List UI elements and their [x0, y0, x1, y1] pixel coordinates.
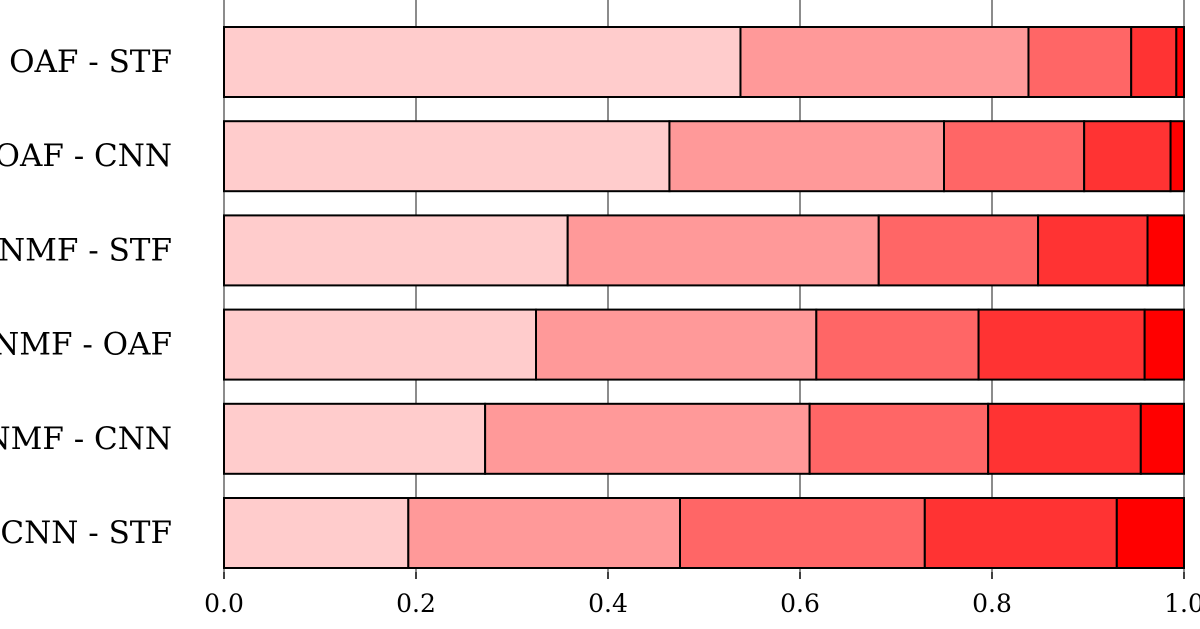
bar-segment-5-3 — [923, 497, 1118, 569]
bar-segment-0-2 — [1027, 26, 1133, 98]
bar-segment-5-4 — [1115, 497, 1186, 569]
x-tick-label-0: 0.0 — [204, 589, 244, 618]
bar-segment-2-3 — [1037, 214, 1149, 287]
bar-segment-0-4 — [1175, 26, 1185, 98]
x-tick-label-2: 0.4 — [588, 589, 628, 618]
bar-segment-4-2 — [808, 402, 990, 475]
x-axis: 0.0 0.2 0.4 0.6 0.8 1.0 — [204, 572, 1200, 618]
bar-segment-4-4 — [1139, 402, 1186, 475]
bar-segment-1-0 — [223, 120, 671, 193]
bar-segment-4-1 — [484, 402, 811, 475]
category-label-2: NMF - STF — [0, 232, 172, 268]
bar-segment-1-1 — [668, 120, 945, 193]
bar-segment-1-2 — [943, 120, 1086, 193]
category-label-5: CNN - STF — [0, 515, 172, 551]
bar-segment-3-4 — [1143, 308, 1186, 381]
bar-segment-3-1 — [535, 308, 818, 381]
bar-segment-2-2 — [877, 214, 1040, 287]
bar-segment-0-3 — [1130, 26, 1178, 98]
bar-segment-4-3 — [987, 402, 1142, 475]
bar-segment-5-1 — [407, 497, 681, 569]
bar-segment-3-3 — [977, 308, 1146, 381]
bar-segment-3-2 — [815, 308, 980, 381]
x-tick-label-5: 1.0 — [1164, 589, 1200, 618]
bar-segment-4-0 — [223, 402, 487, 475]
bar-segment-5-2 — [679, 497, 926, 569]
bar-segment-1-4 — [1169, 120, 1186, 193]
bars — [223, 26, 1186, 569]
bar-segment-2-4 — [1146, 214, 1186, 287]
bar-segment-2-1 — [566, 214, 880, 287]
bar-segment-0-0 — [223, 26, 742, 98]
bar-segment-1-3 — [1083, 120, 1172, 193]
category-label-0: OAF - STF — [9, 44, 172, 80]
category-labels: OAF - STF OAF - CNN NMF - STF NMF - OAF NMF … — [0, 44, 172, 551]
bar-segment-0-1 — [739, 26, 1030, 98]
category-label-4: NMF - CNN — [0, 421, 172, 457]
x-tick-label-1: 0.2 — [396, 589, 436, 618]
x-tick-label-4: 0.8 — [972, 589, 1012, 618]
category-label-1: OAF - CNN — [0, 138, 172, 174]
bar-segment-5-0 — [223, 497, 410, 569]
bar-segment-2-0 — [223, 214, 569, 287]
bar-segment-3-0 — [223, 308, 537, 381]
category-label-3: NMF - OAF — [0, 327, 172, 363]
x-tick-label-3: 0.6 — [780, 589, 820, 618]
